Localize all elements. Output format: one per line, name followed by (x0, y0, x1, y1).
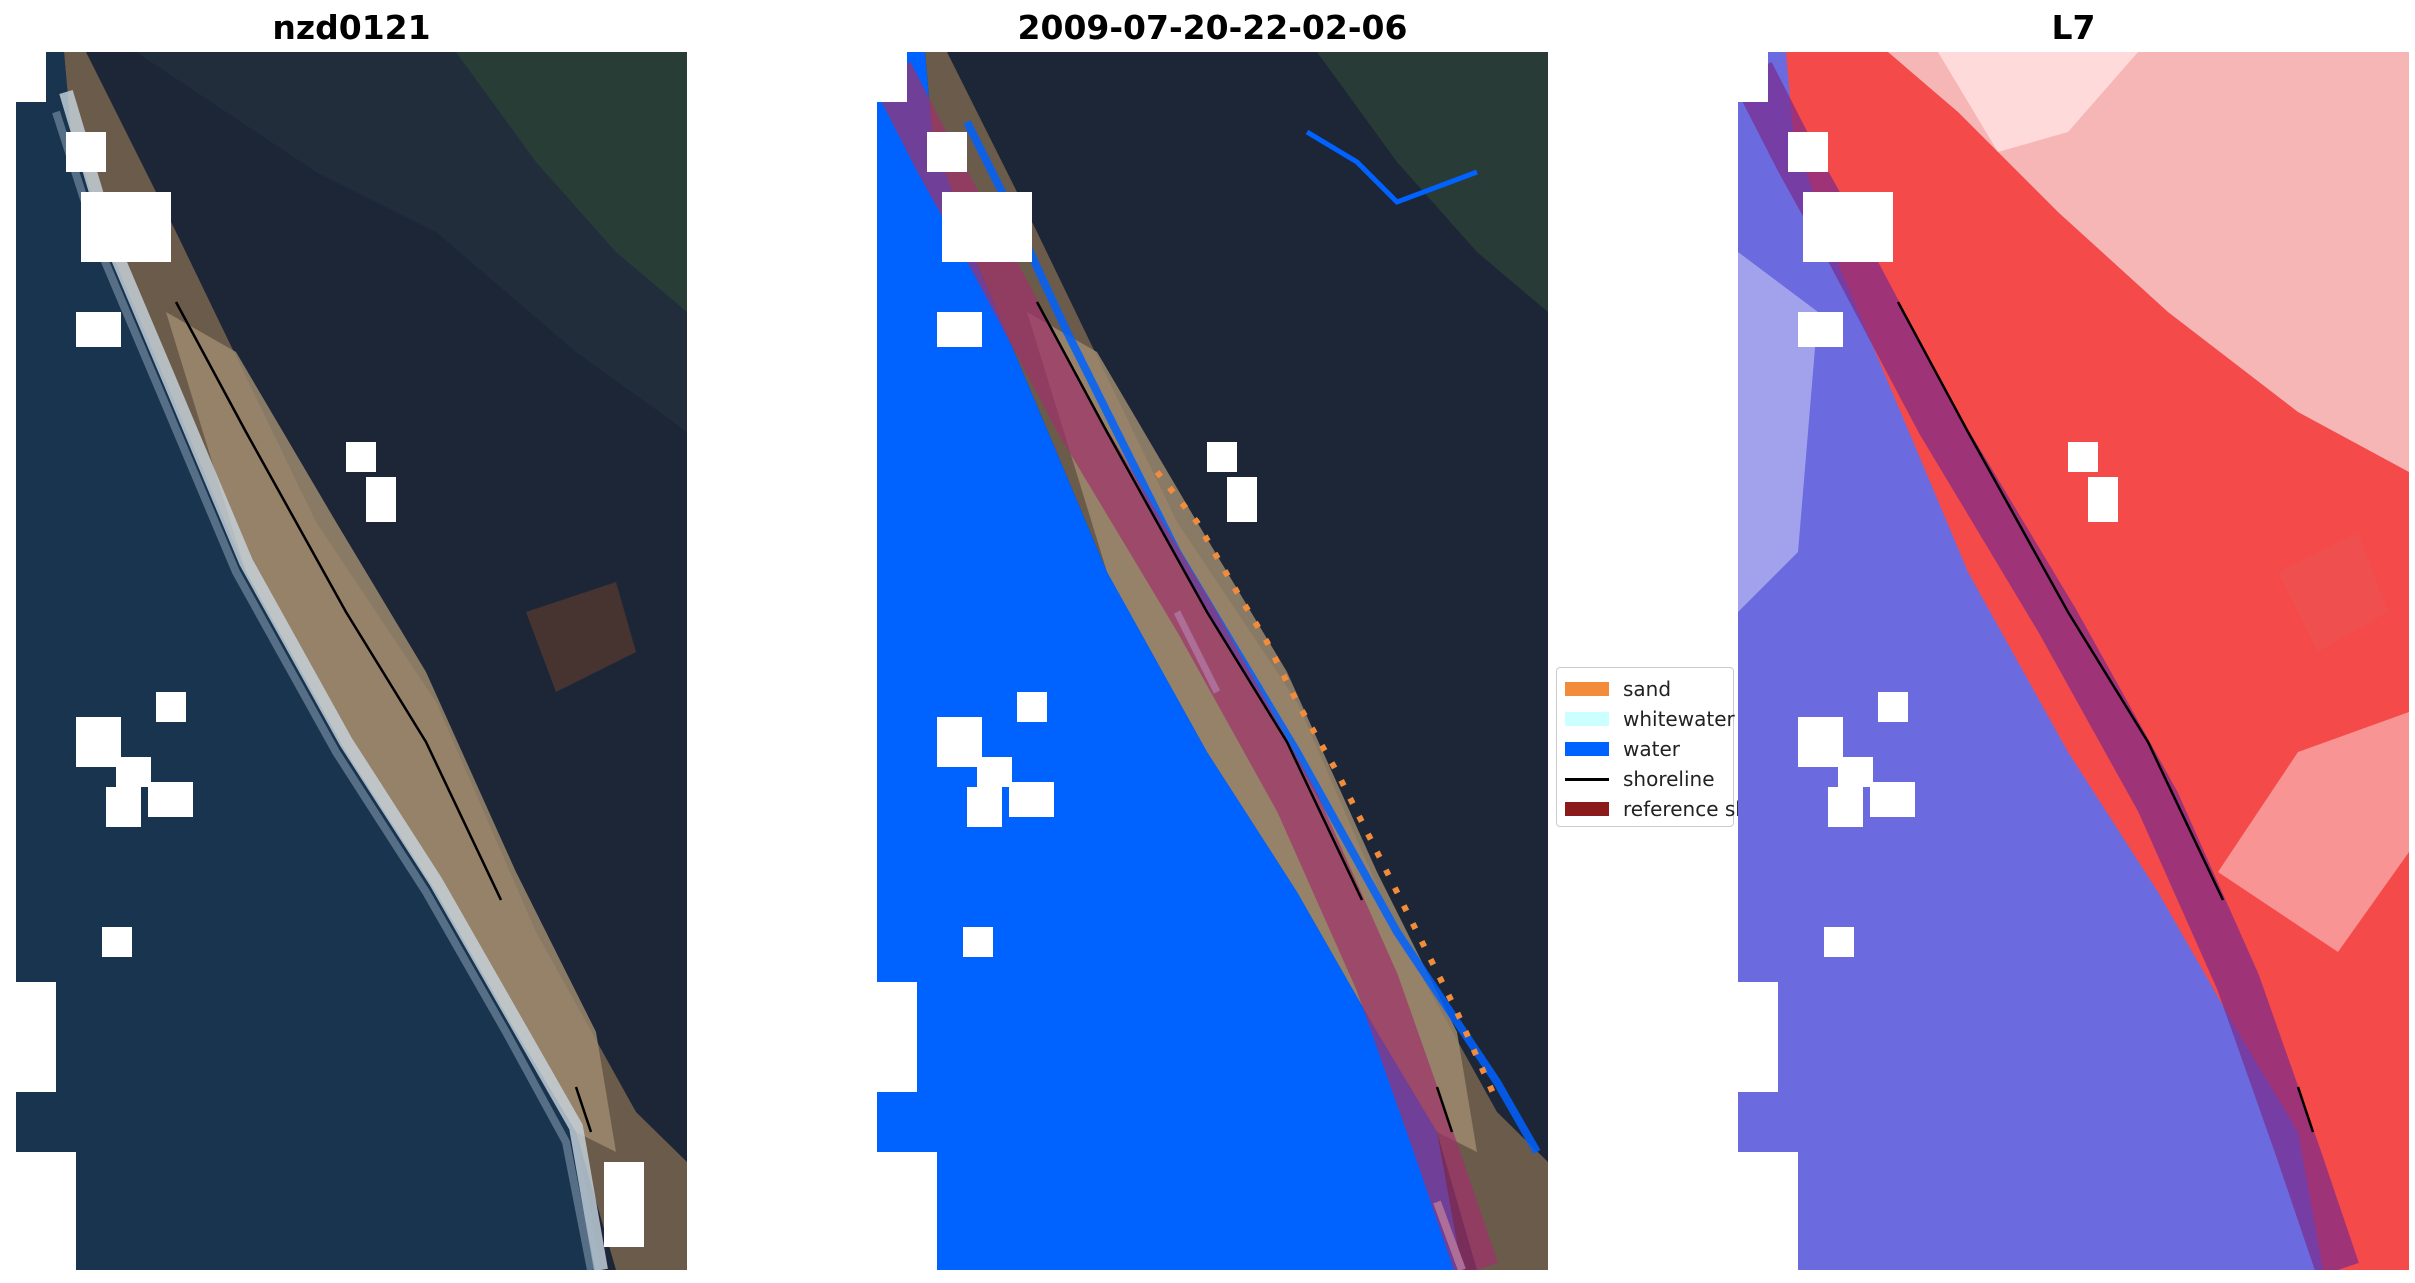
legend: sand whitewater water shoreline referenc… (1556, 667, 1882, 827)
panel-title-1: nzd0121 (272, 8, 431, 47)
legend-label-water: water (1623, 737, 1680, 761)
shoreline-swatch (1565, 777, 1609, 781)
sand-swatch (1565, 682, 1609, 696)
legend-item-sand: sand (1565, 674, 1725, 704)
legend-item-buffer: reference shoreline buffer (1565, 794, 1882, 824)
legend-label-sand: sand (1623, 677, 1672, 701)
shoreline-line (174, 301, 503, 901)
panel-title-2: 2009-07-20-22-02-06 (1017, 8, 1408, 47)
rgb-image-panel (16, 52, 687, 1270)
water-index-image (1738, 52, 2409, 1270)
rgb-satellite-image (16, 52, 687, 1270)
classified-image (877, 52, 1548, 1270)
panel-title-3: L7 (2051, 8, 2096, 47)
buffer-swatch (1565, 802, 1609, 816)
whitewater-swatch (1565, 712, 1609, 726)
index-image-panel (1738, 52, 2409, 1270)
legend-item-whitewater: whitewater (1565, 704, 1735, 734)
legend-label-whitewater: whitewater (1623, 707, 1735, 731)
classified-image-panel (877, 52, 1548, 1270)
legend-item-water: water (1565, 734, 1725, 764)
legend-label-shoreline: shoreline (1623, 767, 1715, 791)
water-swatch (1565, 742, 1609, 756)
legend-item-shoreline: shoreline (1565, 764, 1725, 794)
